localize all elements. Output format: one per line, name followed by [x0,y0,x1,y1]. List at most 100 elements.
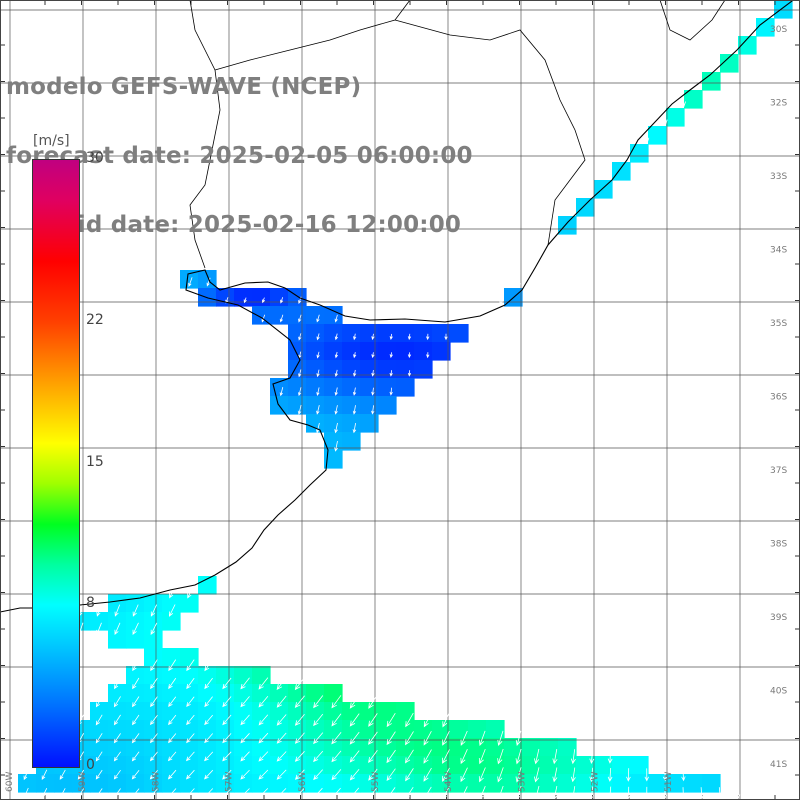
wind-speed-cell [396,756,415,775]
wind-arrow [423,712,432,728]
wind-arrow [681,92,686,107]
wind-arrow [131,769,140,780]
wind-arrow [258,695,269,708]
longitude-label: 57W [225,772,235,792]
wind-speed-cell [90,774,109,793]
wind-speed-cell [756,18,775,37]
wind-speed-cell [144,648,163,667]
wind-arrow [626,768,631,782]
coastline-layer [0,0,795,613]
wind-speed-cell [270,756,289,775]
wind-arrow [168,677,177,690]
wind-speed-cell [360,360,379,379]
longitude-label: 54W [444,772,454,792]
wind-speed-cell [486,720,505,739]
wind-speed-cell [378,378,397,397]
wind-arrow [167,788,177,798]
wind-arrow [331,787,341,799]
wind-speed-cell [126,666,145,685]
wind-speed-cell [324,396,343,415]
wind-speed-cell [378,738,397,757]
wind-speed-cell [540,738,559,757]
wind-arrow [59,788,66,798]
wind-arrow [298,314,302,323]
wind-speed-cell [162,594,181,613]
wind-arrow [368,731,378,745]
wind-arrow [258,769,269,780]
wind-arrow [313,750,324,763]
wind-speed-cell [486,738,505,757]
wind-speed-cell [180,270,199,289]
political-border [394,19,586,246]
wind-speed-cell [126,612,145,631]
wind-arrow [132,696,140,708]
wind-speed-cell [180,738,199,757]
wind-speed-cell [288,288,307,307]
wind-speed-cell [306,324,325,343]
wind-speed-cell [612,756,631,775]
latitude-label: 32S [770,99,787,109]
wind-arrow [113,751,121,762]
wind-arrow [644,786,649,800]
wind-arrow [699,787,704,800]
wind-speed-cell [378,756,397,775]
wind-speed-cell [90,756,109,775]
wind-speed-cell [738,36,757,55]
wind-arrow [349,750,360,763]
wind-speed-cell [702,72,721,91]
wind-arrow [405,768,414,782]
wind-arrow [681,787,686,800]
wind-arrow [352,405,357,415]
wind-arrow [95,714,103,726]
wind-speed-cell [306,342,325,361]
wind-arrow [222,751,232,762]
colorbar-tick-label: 0 [86,757,95,773]
wind-arrow [534,767,540,783]
wind-arrow [316,387,320,396]
wind-arrow [423,786,432,800]
wind-arrow [334,422,338,434]
wind-arrow [442,786,450,800]
wind-arrow [186,659,195,672]
wind-arrow [681,768,686,782]
colorbar-unit: [m/s] [33,133,70,149]
wind-speed-cell [342,720,361,739]
wind-arrow [442,767,450,782]
wind-speed-cell [324,306,343,325]
wind-arrow [279,314,284,323]
wind-arrow [294,732,305,744]
wind-arrow [95,696,103,708]
wind-speed-cell [630,774,649,793]
wind-arrow [59,769,66,780]
wind-speed-cell [234,720,253,739]
coastline [0,0,795,613]
wind-speed-cell [216,756,235,775]
wind-arrow [334,369,339,377]
political-border [659,0,726,41]
wind-arrow [95,788,103,798]
wind-arrow [331,713,342,727]
wind-speed-cell [324,378,343,397]
wind-arrow [662,768,668,782]
wind-arrow [478,767,486,783]
wind-arrow [77,788,85,798]
wind-speed-cell [324,342,343,361]
wind-arrow [754,787,759,800]
wind-arrow [517,276,521,288]
wind-arrow [113,769,121,780]
wind-speed-cell [306,702,325,721]
wind-speed-cell [162,648,181,667]
wind-arrow [460,730,468,746]
wind-arrow [168,733,177,744]
wind-speed-cell [108,630,127,649]
wind-arrow [132,677,140,690]
wind-arrow [389,387,393,396]
wind-arrow [349,694,360,709]
wind-arrow [389,333,393,341]
wind-speed-cell [126,720,145,739]
wind-arrow [113,696,121,708]
wind-arrow [589,767,595,783]
wind-arrow [188,277,193,287]
wind-arrow [499,295,503,306]
wind-speed-cell [342,324,361,343]
